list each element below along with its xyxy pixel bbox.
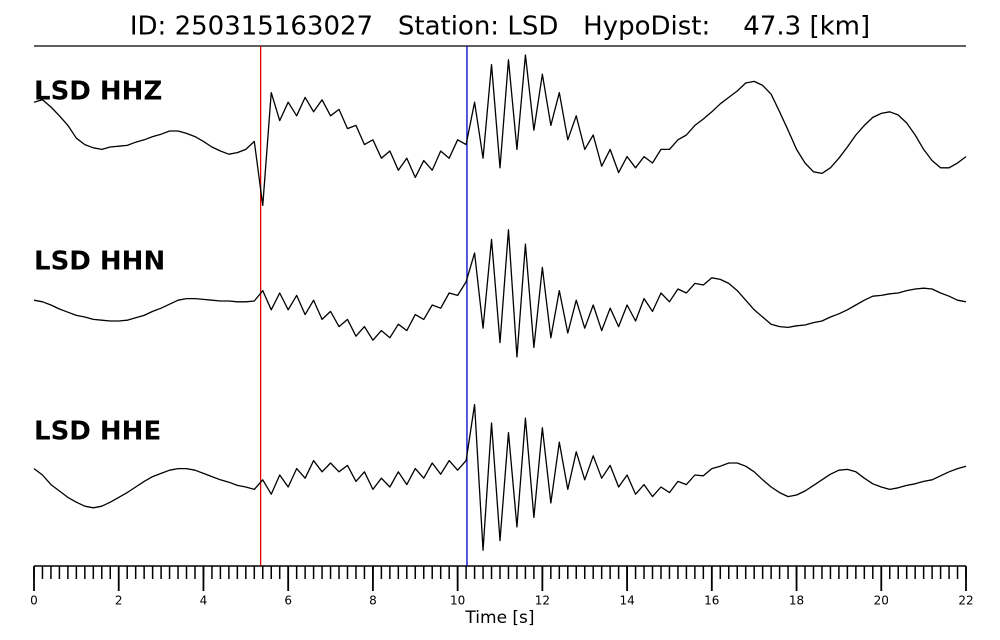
x-tick-label: 16 (704, 594, 719, 608)
x-tick-label: 6 (284, 594, 292, 608)
x-tick-label: 12 (535, 594, 550, 608)
x-tick-label: 10 (450, 594, 465, 608)
waveform (33, 403, 967, 551)
trace-label: LSD HHE (34, 417, 161, 447)
x-tick-label: 8 (369, 594, 377, 608)
x-axis-label: Time [s] (464, 608, 534, 628)
trace-label: LSD HHN (34, 247, 165, 277)
x-tick-label: 14 (619, 594, 634, 608)
x-tick-label: 0 (30, 594, 38, 608)
chart-title: ID: 250315163027 Station: LSD HypoDist: … (130, 12, 870, 42)
x-tick-label: 4 (200, 594, 208, 608)
waveform (33, 229, 967, 358)
x-tick-label: 22 (958, 594, 973, 608)
trace-label: LSD HHZ (34, 77, 162, 107)
x-tick-label: 20 (874, 594, 889, 608)
x-tick-label: 18 (789, 594, 804, 608)
x-tick-label: 2 (115, 594, 123, 608)
waveform (33, 54, 967, 207)
